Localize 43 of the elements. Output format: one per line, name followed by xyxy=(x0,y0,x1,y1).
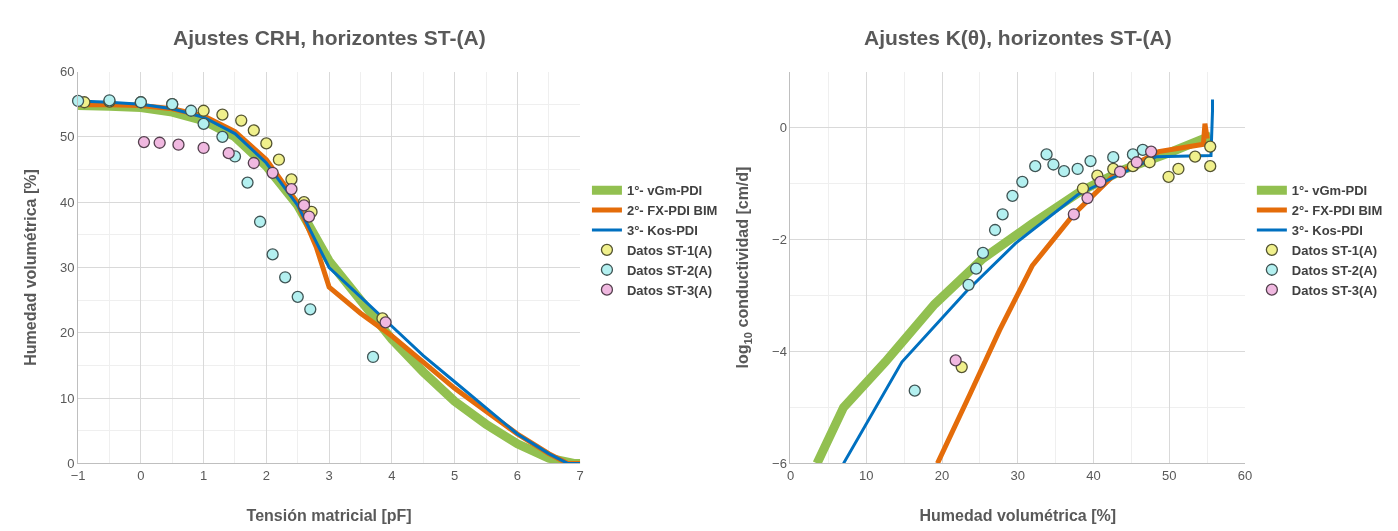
legend-label: 3°- Kos-PDI xyxy=(626,223,698,239)
y-tick-label: −6 xyxy=(772,455,787,471)
y-tick-label: −4 xyxy=(772,344,787,359)
chart-title: Ajustes CRH, horizontes ST-(A) xyxy=(173,26,486,49)
legend-label: 2°- FX-PDI BIM xyxy=(1291,203,1383,219)
y-tick-label: 60 xyxy=(60,64,75,80)
y-tick-label: −2 xyxy=(772,232,787,248)
chart-title: Ajustes K(θ), horizontes ST-(A) xyxy=(864,26,1172,49)
y-axis-title: Humedad volumétrica [%] xyxy=(22,169,40,366)
legend-label: Datos ST-3(A) xyxy=(626,282,713,298)
legend-label: Datos ST-3(A) xyxy=(1291,282,1378,298)
y-tick-label: 10 xyxy=(60,390,75,406)
y-tick-label: 50 xyxy=(60,129,75,145)
x-tick-label: 60 xyxy=(1237,468,1253,483)
legend-label: 1°- vGm-PDI xyxy=(626,183,703,199)
legend-label: Datos ST-2(A) xyxy=(1291,262,1378,278)
x-tick-label: −1 xyxy=(70,468,86,483)
x-tick-label: 20 xyxy=(934,468,950,483)
x-tick-label: 7 xyxy=(576,468,584,483)
legend-label: 3°- Kos-PDI xyxy=(1291,223,1363,239)
x-axis-title: Humedad volumétrica [%] xyxy=(919,507,1117,525)
y-tick-label: 30 xyxy=(60,260,75,276)
legend-label: Datos ST-1(A) xyxy=(626,242,713,258)
y-tick-label: 40 xyxy=(60,194,75,210)
x-tick-label: 50 xyxy=(1162,468,1177,483)
x-tick-label: 5 xyxy=(451,468,459,483)
legend-label: Datos ST-1(A) xyxy=(1291,242,1378,258)
legend-label: 1°- vGm-PDI xyxy=(1291,183,1368,199)
x-tick-label: 0 xyxy=(137,468,145,483)
x-tick-label: 6 xyxy=(513,468,522,483)
x-axis-title: Tensión matricial [pF] xyxy=(246,507,412,525)
y-tick-label: 0 xyxy=(779,120,787,136)
x-tick-label: 40 xyxy=(1086,468,1101,483)
legend-label: Datos ST-2(A) xyxy=(626,262,713,278)
y-tick-label: 0 xyxy=(67,455,75,471)
x-tick-label: 4 xyxy=(388,468,396,483)
x-tick-label: 2 xyxy=(262,468,270,483)
legend-label: 2°- FX-PDI BIM xyxy=(626,203,718,219)
y-tick-label: 20 xyxy=(60,325,75,341)
x-tick-label: 30 xyxy=(1010,468,1026,483)
x-tick-label: 1 xyxy=(199,468,208,483)
x-tick-label: 3 xyxy=(325,468,333,483)
x-tick-label: 10 xyxy=(859,468,874,483)
